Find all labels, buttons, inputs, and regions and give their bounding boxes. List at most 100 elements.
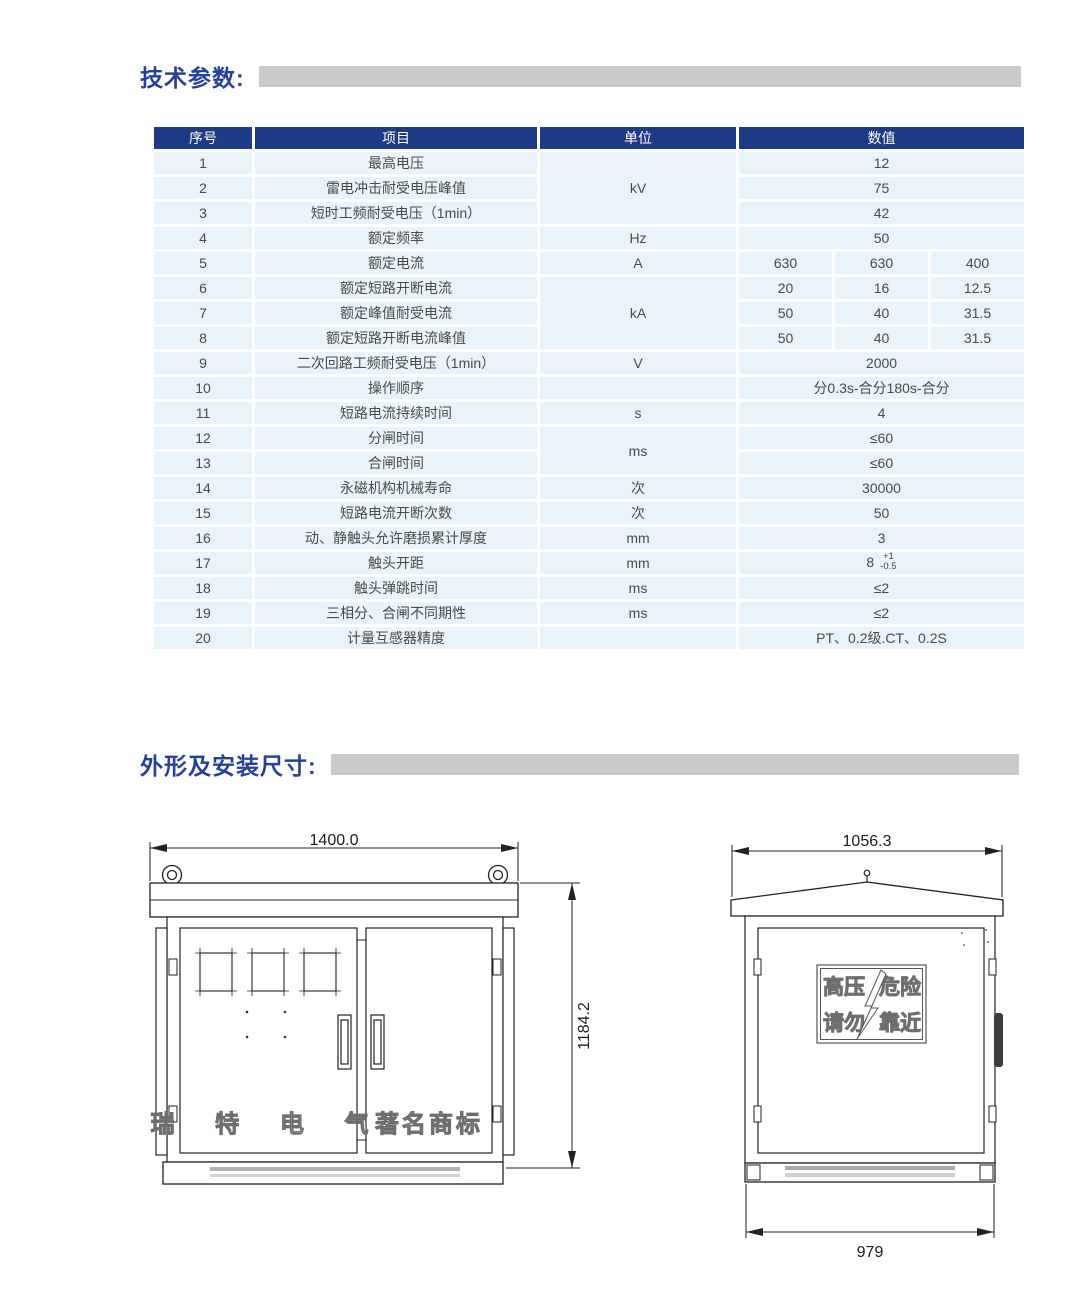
params-table-body: 1 最高电压 kV 12 2 雷电冲击耐受电压峰值 75 3 短时工频耐受电压（1min） 42 4… (154, 152, 1024, 649)
table-cell: 15 (154, 502, 252, 524)
parameters-table: 序号 项目 单位 数值 1 最高电压 kV 12 2 雷电冲击耐受电压峰值 75 3 短时工频耐… (151, 124, 1027, 652)
table-cell: 触头弹跳时间 (255, 577, 537, 599)
table-row: 3 短时工频耐受电压（1min） 42 (154, 202, 1024, 224)
table-cell: V (540, 352, 736, 374)
table-cell: 20 (739, 277, 832, 299)
side-width-dim-label: 1056.3 (843, 833, 892, 850)
side-handle (994, 1013, 1003, 1067)
table-cell: 9 (154, 352, 252, 374)
side-roof (730, 881, 1004, 917)
table-cell: 触头开距 (255, 552, 537, 574)
table-cell: 计量互感器精度 (255, 627, 537, 649)
table-cell: ≤60 (739, 452, 1024, 474)
table-cell: 额定短路开断电流峰值 (255, 327, 537, 349)
table-cell: 14 (154, 477, 252, 499)
high-voltage-warning-sign: 高压 危险 请勿 靠近 (816, 964, 927, 1044)
table-cell: 3 (154, 202, 252, 224)
table-cell: A (540, 252, 736, 274)
table-cell: 31.5 (931, 302, 1024, 324)
table-cell: 630 (739, 252, 832, 274)
table-cell: 630 (835, 252, 928, 274)
table-cell: 30000 (739, 477, 1024, 499)
table-row: 4 额定频率 Hz 50 (154, 227, 1024, 249)
table-cell: ms (540, 602, 736, 624)
table-row: 13 合闸时间 ≤60 (154, 452, 1024, 474)
table-cell: 次 (540, 502, 736, 524)
table-cell: mm (540, 527, 736, 549)
table-cell: 短路电流持续时间 (255, 402, 537, 424)
table-row: 1 最高电压 kV 12 (154, 152, 1024, 224)
table-cell: 17 (154, 552, 252, 574)
warning-text-br: 靠近 (879, 1011, 921, 1035)
table-cell: 动、静触头允许磨损累计厚度 (255, 527, 537, 549)
table-cell: s (540, 402, 736, 424)
table-cell: 6 (154, 277, 252, 299)
table-cell: 三相分、合闸不同期性 (255, 602, 537, 624)
section-title-tech-params: 技术参数: (140, 65, 245, 91)
section-bar-tech-params (258, 65, 1021, 87)
col-header-unit: 单位 (540, 127, 736, 149)
warning-text-tr: 危险 (879, 975, 922, 999)
front-width-dim-label: 1400.0 (310, 833, 359, 849)
table-cell: 额定短路开断电流 (255, 277, 537, 299)
front-view-drawing: 瑞 特 电 气 著名商标 1400.0 1184.2 (149, 833, 593, 1185)
table-cell: 400 (931, 252, 1024, 274)
table-cell: PT、0.2级.CT、0.2S (739, 627, 1024, 649)
table-cell: 40 (835, 302, 928, 324)
table-cell: 50 (739, 302, 832, 324)
table-cell: 4 (154, 227, 252, 249)
table-cell: ≤2 (739, 602, 1024, 624)
side-view-drawing: 高压 危险 请勿 靠近 1056.3 (730, 833, 1004, 1261)
table-row: 20 计量互感器精度 PT、0.2级.CT、0.2S (154, 627, 1024, 649)
table-row: 7 额定峰值耐受电流 50 40 31.5 (154, 302, 1024, 324)
right-door-brand-text: 著名商标 (374, 1110, 483, 1138)
door-dots (245, 1010, 287, 1039)
table-cell: 1 (154, 152, 252, 174)
table-cell: 短路电流开断次数 (255, 502, 537, 524)
table-cell: kA (540, 277, 736, 349)
table-cell: 7 (154, 302, 252, 324)
table-cell: 50 (739, 327, 832, 349)
tolerance-value: +1 -0.5 (880, 550, 897, 572)
table-cell: ms (540, 427, 736, 474)
section-bar-dimensions (330, 753, 1019, 775)
table-cell: Hz (540, 227, 736, 249)
table-row: 9 二次回路工频耐受电压（1min） V 2000 (154, 352, 1024, 374)
lifting-eyes-icon (161, 864, 509, 886)
table-cell: 13 (154, 452, 252, 474)
table-row: 16 动、静触头允许磨损累计厚度 mm 3 (154, 527, 1024, 549)
table-cell: kV (540, 152, 736, 224)
table-cell: 12 (739, 152, 1024, 174)
table-cell: 分闸时间 (255, 427, 537, 449)
table-cell: 合闸时间 (255, 452, 537, 474)
table-cell: 2000 (739, 352, 1024, 374)
width-dimension (149, 842, 519, 881)
table-cell: 雷电冲击耐受电压峰值 (255, 177, 537, 199)
table-cell: 12 (154, 427, 252, 449)
table-row: 8 额定短路开断电流峰值 50 40 31.5 (154, 327, 1024, 349)
left-door-brand-text: 瑞 特 电 气 (150, 1110, 385, 1138)
table-row: 10 操作顺序 分0.3s-合分180s-合分 (154, 377, 1024, 399)
side-base-dimension (745, 1184, 995, 1238)
col-header-no: 序号 (154, 127, 252, 149)
table-cell: 次 (540, 477, 736, 499)
table-cell: 额定频率 (255, 227, 537, 249)
table-row: 11 短路电流持续时间 s 4 (154, 402, 1024, 424)
table-cell: ≤2 (739, 577, 1024, 599)
height-dimension (506, 882, 580, 1169)
table-cell: 40 (835, 327, 928, 349)
table-cell: ≤60 (739, 427, 1024, 449)
table-row: 6 额定短路开断电流 kA 20 16 12.5 (154, 277, 1024, 349)
table-cell: 16 (154, 527, 252, 549)
table-cell: 8 (154, 327, 252, 349)
table-cell: 永磁机构机械寿命 (255, 477, 537, 499)
table-cell: 50 (739, 502, 1024, 524)
table-cell: 75 (739, 177, 1024, 199)
table-cell: 11 (154, 402, 252, 424)
table-cell: 12.5 (931, 277, 1024, 299)
col-header-item: 项目 (255, 127, 537, 149)
table-cell: 操作顺序 (255, 377, 537, 399)
table-cell: 分0.3s-合分180s-合分 (739, 377, 1024, 399)
table-cell: 20 (154, 627, 252, 649)
